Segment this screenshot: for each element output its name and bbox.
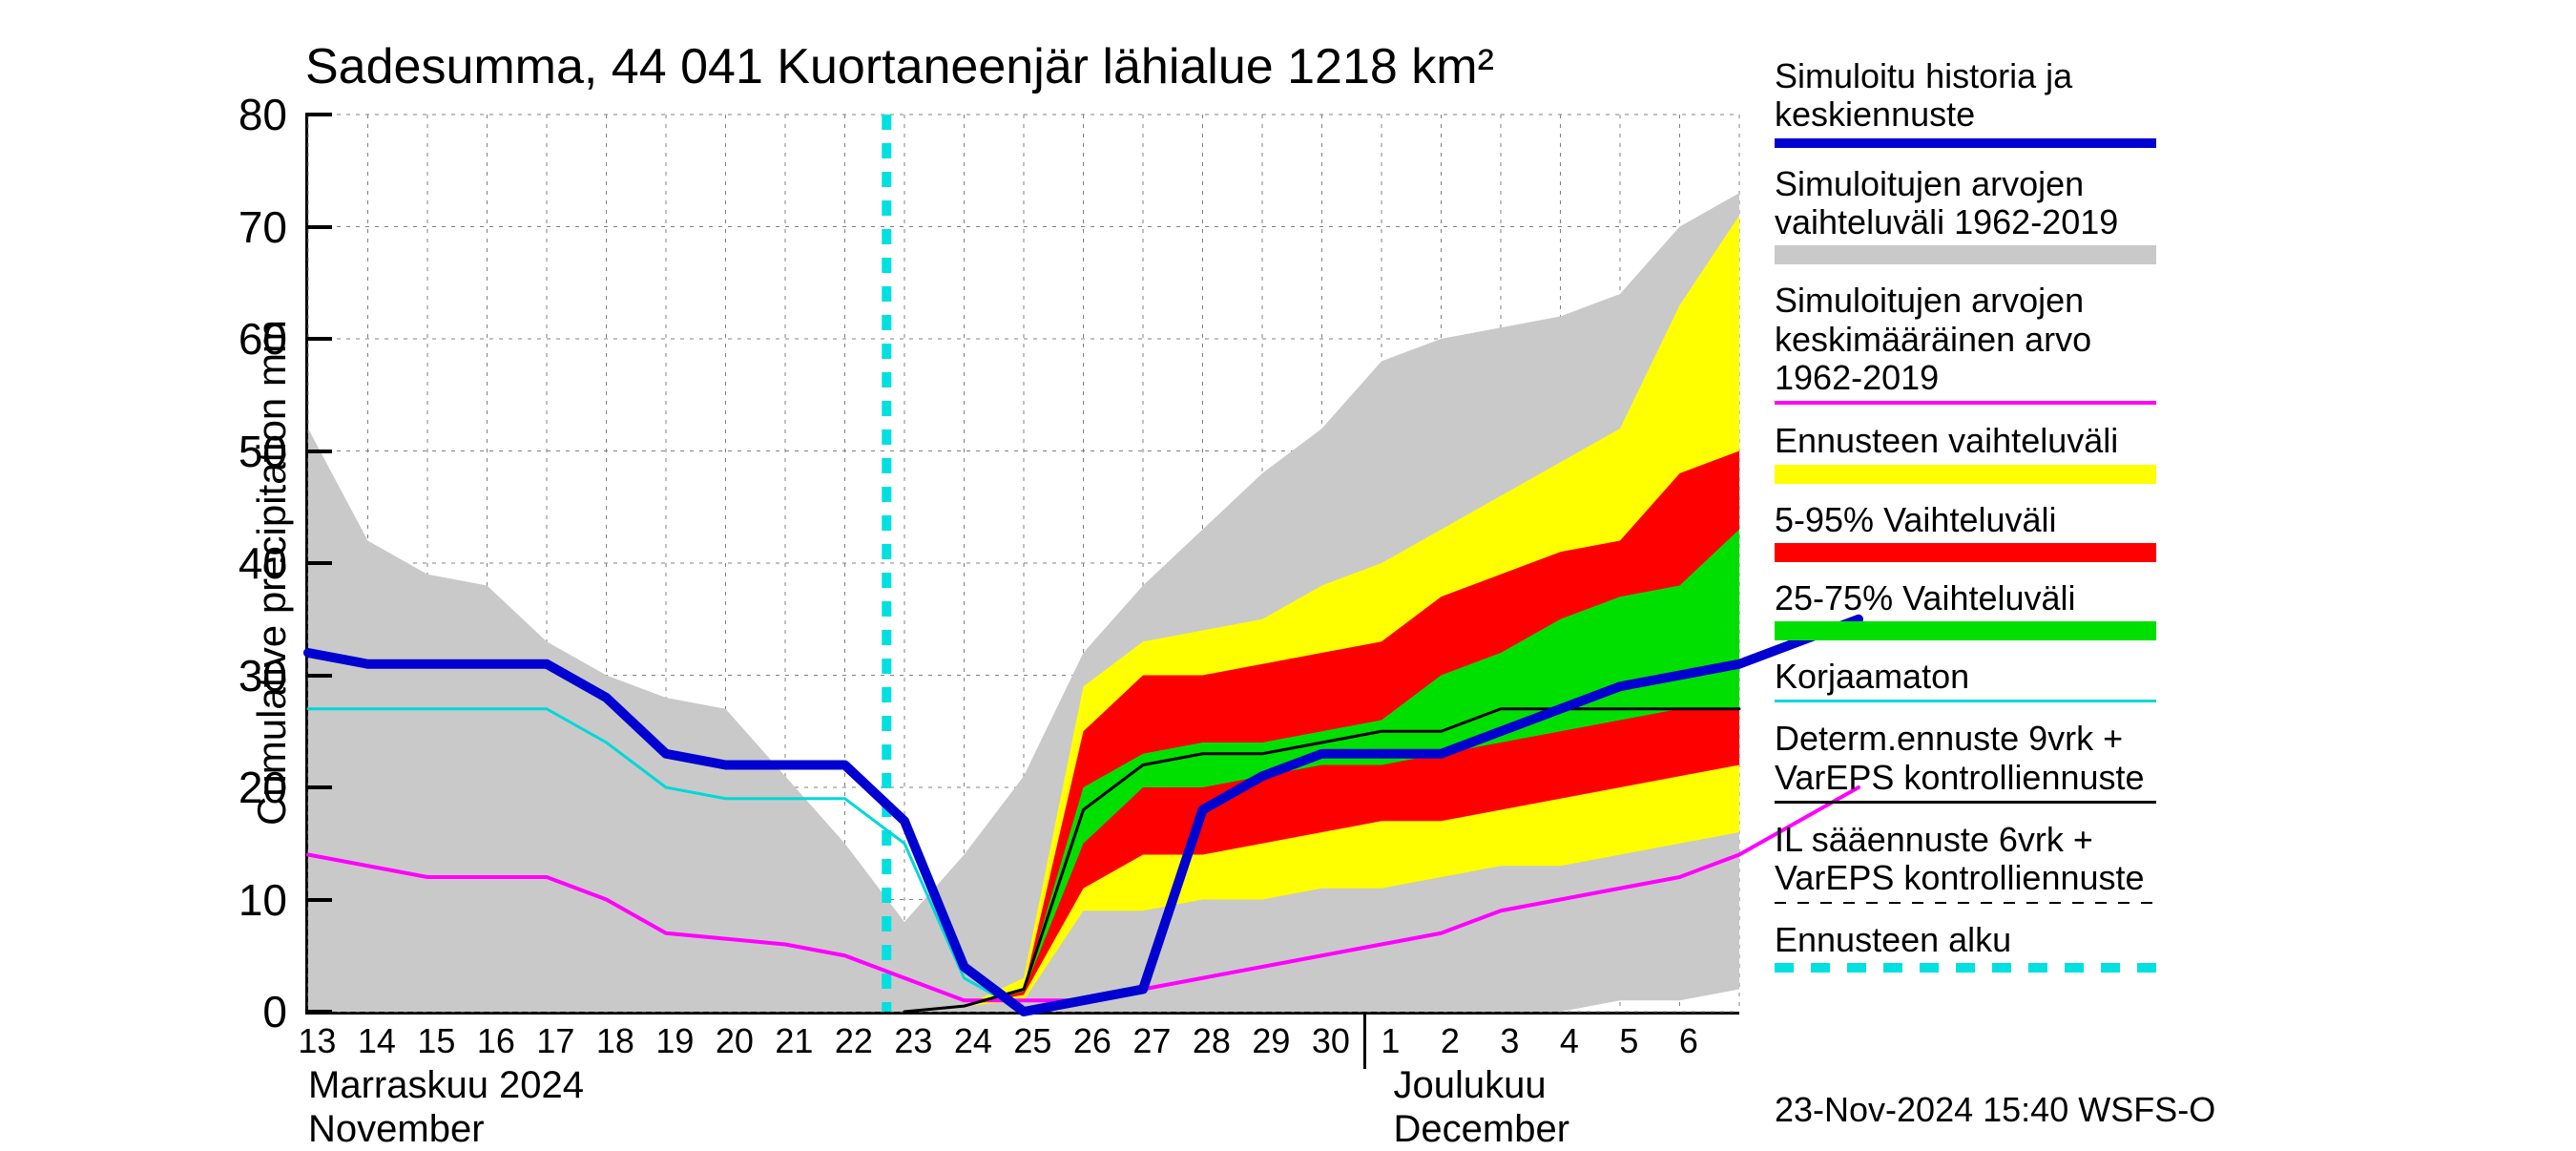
plot-area: 0102030405060708013141516171819202122232…: [305, 115, 1739, 1015]
x-tick-label: 14: [358, 1021, 396, 1061]
month-label: JoulukuuDecember: [1394, 1063, 1570, 1151]
legend-swatch: [1775, 963, 2156, 973]
legend-item: Ennusteen vaihteluväli: [1775, 422, 2557, 483]
plot-svg: [308, 115, 1739, 1012]
legend-item: Ennusteen alku: [1775, 921, 2557, 973]
legend-swatch: [1775, 401, 2156, 405]
y-tick-mark: [305, 674, 332, 678]
legend-item: Korjaamaton: [1775, 658, 2557, 702]
x-tick-label: 18: [596, 1021, 634, 1061]
legend-item: 5-95% Vaihteluväli: [1775, 501, 2557, 562]
x-tick-label: 5: [1619, 1021, 1638, 1061]
y-tick-mark: [305, 898, 332, 902]
legend-swatch: [1775, 700, 2156, 702]
y-tick-label: 40: [211, 537, 287, 589]
legend-swatch: [1775, 138, 2156, 148]
x-tick-label: 1: [1381, 1021, 1400, 1061]
legend-label: Korjaamaton: [1775, 658, 2557, 696]
legend-swatch: [1775, 245, 2156, 264]
y-tick-mark: [305, 113, 332, 116]
legend-label: Simuloitujen arvojen vaihteluväli 1962-2…: [1775, 165, 2557, 242]
x-tick-label: 2: [1441, 1021, 1460, 1061]
y-tick-label: 30: [211, 650, 287, 701]
y-tick-label: 0: [211, 986, 287, 1037]
legend: Simuloitu historia ja keskiennuste Simulo…: [1775, 57, 2557, 990]
y-tick-label: 70: [211, 201, 287, 253]
legend-swatch: [1775, 801, 2156, 804]
chart-container: Cumulative precipitation mm Sadesumma, 4…: [0, 0, 2576, 1145]
y-tick-mark: [305, 785, 332, 789]
legend-label: IL sääennuste 6vrk + VarEPS kontrollienn…: [1775, 821, 2557, 898]
y-tick-mark: [305, 225, 332, 229]
legend-item: IL sääennuste 6vrk + VarEPS kontrollienn…: [1775, 821, 2557, 904]
x-tick-label: 6: [1679, 1021, 1698, 1061]
legend-item: Simuloitujen arvojen vaihteluväli 1962-2…: [1775, 165, 2557, 265]
legend-label: 5-95% Vaihteluväli: [1775, 501, 2557, 539]
x-tick-label: 24: [954, 1021, 992, 1061]
x-tick-label: 16: [477, 1021, 515, 1061]
x-tick-label: 13: [298, 1021, 336, 1061]
legend-item: Determ.ennuste 9vrk + VarEPS kontrollien…: [1775, 720, 2557, 804]
legend-item: 25-75% Vaihteluväli: [1775, 579, 2557, 640]
legend-label: Ennusteen alku: [1775, 921, 2557, 959]
legend-item: Simuloitujen arvojen keskimääräinen arvo…: [1775, 282, 2557, 405]
x-tick-label: 23: [894, 1021, 932, 1061]
month-divider: [1363, 1012, 1366, 1069]
x-tick-label: 20: [716, 1021, 754, 1061]
legend-swatch: [1775, 543, 2156, 562]
y-tick-label: 50: [211, 426, 287, 477]
y-tick-mark: [305, 450, 332, 453]
x-tick-label: 4: [1560, 1021, 1579, 1061]
legend-label: Simuloitujen arvojen keskimääräinen arvo…: [1775, 282, 2557, 397]
x-tick-label: 26: [1073, 1021, 1111, 1061]
legend-label: 25-75% Vaihteluväli: [1775, 579, 2557, 617]
x-tick-label: 15: [417, 1021, 455, 1061]
y-tick-label: 80: [211, 89, 287, 140]
month-label: Marraskuu 2024November: [308, 1063, 584, 1151]
y-tick-label: 20: [211, 762, 287, 813]
x-tick-label: 19: [655, 1021, 694, 1061]
legend-label: Determ.ennuste 9vrk + VarEPS kontrollien…: [1775, 720, 2557, 797]
x-tick-label: 22: [835, 1021, 873, 1061]
x-tick-label: 27: [1132, 1021, 1171, 1061]
y-tick-mark: [305, 337, 332, 341]
y-tick-label: 60: [211, 313, 287, 365]
x-tick-label: 17: [536, 1021, 574, 1061]
y-tick-mark: [305, 1010, 332, 1014]
legend-swatch: [1775, 902, 2156, 904]
legend-label: Ennusteen vaihteluväli: [1775, 422, 2557, 460]
x-tick-label: 3: [1500, 1021, 1519, 1061]
chart-title: Sadesumma, 44 041 Kuortaneenjär lähialue…: [305, 38, 1494, 95]
y-tick-mark: [305, 561, 332, 565]
legend-label: Simuloitu historia ja keskiennuste: [1775, 57, 2557, 135]
legend-swatch: [1775, 465, 2156, 484]
y-tick-label: 10: [211, 874, 287, 926]
x-tick-label: 28: [1193, 1021, 1231, 1061]
x-tick-label: 25: [1013, 1021, 1051, 1061]
x-tick-label: 30: [1312, 1021, 1350, 1061]
legend-item: Simuloitu historia ja keskiennuste: [1775, 57, 2557, 148]
x-tick-label: 29: [1252, 1021, 1290, 1061]
x-tick-label: 21: [775, 1021, 813, 1061]
legend-swatch: [1775, 621, 2156, 640]
timestamp: 23-Nov-2024 15:40 WSFS-O: [1775, 1090, 2215, 1130]
